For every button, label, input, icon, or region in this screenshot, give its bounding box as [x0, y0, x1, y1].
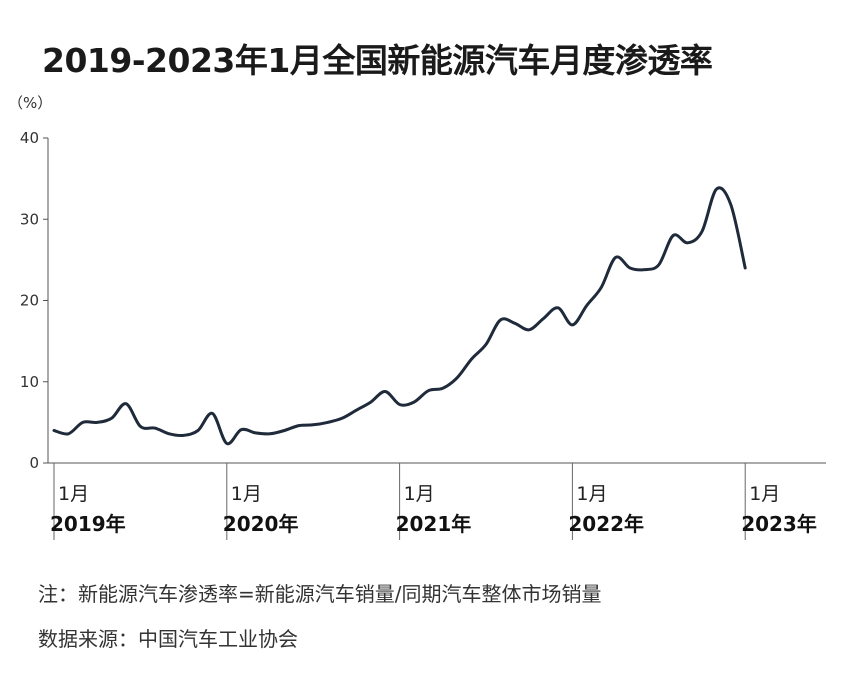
data-point: [197, 429, 199, 431]
data-point: [629, 267, 631, 269]
x-tick-year-label: 2023年: [741, 512, 817, 536]
data-point: [269, 433, 271, 435]
data-point: [485, 343, 487, 345]
data-point: [586, 304, 588, 306]
y-tick-label: 40: [20, 129, 39, 147]
data-point: [614, 256, 616, 258]
series-line: [52, 186, 747, 446]
data-point: [686, 242, 688, 244]
data-point: [182, 434, 184, 436]
data-point: [442, 387, 444, 389]
data-point: [715, 188, 717, 190]
note-definition: 注：新能源汽车渗透率=新能源汽车销量/同期汽车整体市场销量: [38, 582, 602, 606]
data-point: [514, 322, 516, 324]
data-point: [154, 427, 156, 429]
data-point: [226, 442, 228, 444]
y-axis-ticks: 0 10 20 30 40: [20, 129, 48, 472]
y-tick-label: 0: [29, 454, 39, 472]
x-tick-year-label: 2019年: [50, 512, 126, 536]
series-points: [53, 188, 747, 445]
y-tick-label: 20: [20, 292, 39, 310]
x-tick-month-label: 1月: [404, 483, 435, 505]
data-point: [168, 433, 170, 435]
data-point: [254, 432, 256, 434]
data-point: [67, 433, 69, 435]
data-point: [283, 429, 285, 431]
data-point: [413, 401, 415, 403]
x-tick-month-label: 1月: [576, 483, 607, 505]
data-point: [240, 428, 242, 430]
data-point: [398, 403, 400, 405]
data-point: [96, 421, 98, 423]
data-point: [139, 425, 141, 427]
data-point: [730, 203, 732, 205]
x-tick-year-label: 2021年: [396, 512, 472, 536]
data-point: [643, 268, 645, 270]
data-point: [672, 234, 674, 236]
x-tick-month-label: 1月: [749, 483, 780, 505]
chart-axes: [47, 138, 826, 464]
x-axis-ticks: 1月 2019年 1月 2020年 1月 2021年 1月 2022年 1月 2023年: [50, 463, 817, 540]
data-point: [53, 429, 55, 431]
data-point: [355, 409, 357, 411]
data-point: [528, 329, 530, 331]
x-tick-year-label: 2020年: [223, 512, 299, 536]
chart-title: 2019-2023年1月全国新能源汽车月度渗透率: [42, 41, 713, 80]
data-point: [557, 307, 559, 309]
data-point: [571, 324, 573, 326]
data-point: [125, 402, 127, 404]
data-point: [701, 230, 703, 232]
data-point: [384, 390, 386, 392]
data-point: [600, 286, 602, 288]
data-point: [427, 389, 429, 391]
data-point: [370, 401, 372, 403]
data-point: [542, 317, 544, 319]
note-source: 数据来源：中国汽车工业协会: [38, 627, 298, 651]
data-point: [470, 358, 472, 360]
data-point: [211, 412, 213, 414]
y-axis-unit-label: （%）: [8, 94, 53, 112]
data-point: [326, 421, 328, 423]
data-point: [110, 417, 112, 419]
data-point: [499, 319, 501, 321]
data-point: [341, 417, 343, 419]
x-tick-month-label: 1月: [231, 483, 262, 505]
x-tick-month-label: 1月: [58, 483, 89, 505]
y-tick-label: 10: [20, 373, 39, 391]
data-point: [744, 267, 746, 269]
x-tick-year-label: 2022年: [568, 512, 644, 536]
data-point: [658, 264, 660, 266]
data-point: [82, 421, 84, 423]
data-point: [298, 424, 300, 426]
y-tick-label: 30: [20, 210, 39, 228]
data-point: [456, 376, 458, 378]
data-point: [312, 424, 314, 426]
